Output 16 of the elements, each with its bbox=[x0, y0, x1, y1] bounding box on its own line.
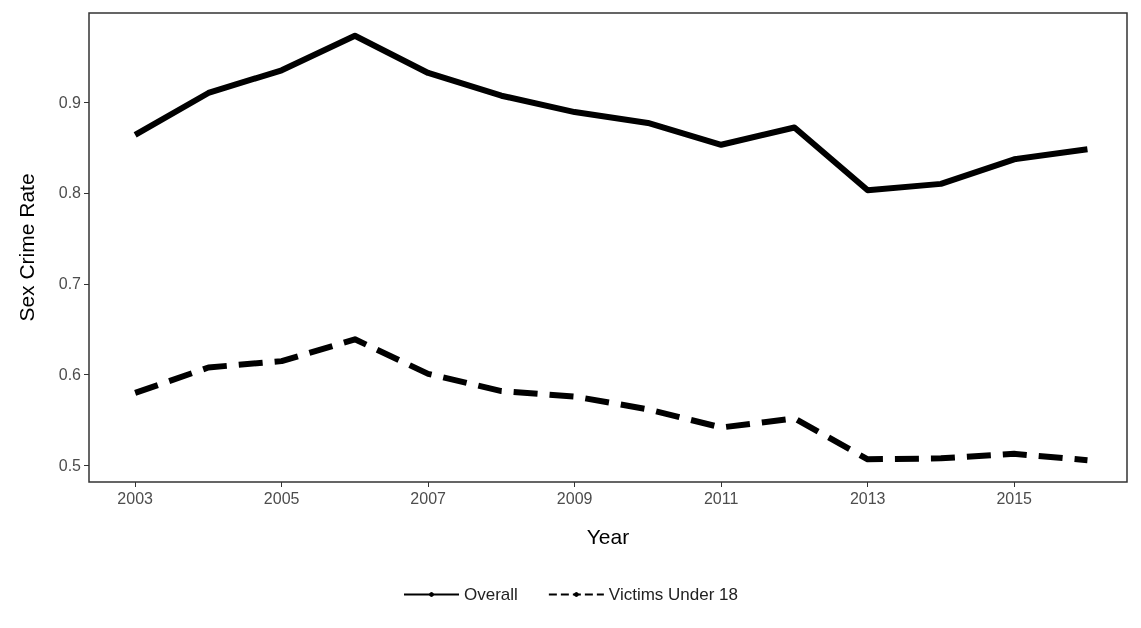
x-tick-label: 2005 bbox=[263, 489, 300, 507]
y-tick-label: 0.9 bbox=[58, 93, 82, 111]
y-tick-label: 0.8 bbox=[58, 184, 82, 202]
y-tick-label: 0.7 bbox=[58, 275, 82, 293]
x-tick-label: 2007 bbox=[410, 489, 447, 507]
legend-label: Overall bbox=[464, 585, 518, 604]
y-axis-title: Sex Crime Rate bbox=[15, 173, 38, 322]
y-tick-label: 0.5 bbox=[58, 457, 82, 475]
x-tick-label: 2015 bbox=[996, 489, 1033, 507]
x-tick-label: 2011 bbox=[703, 489, 739, 507]
x-tick-label: 2003 bbox=[117, 489, 154, 507]
y-tick-label: 0.6 bbox=[58, 366, 82, 384]
legend-label: Victims Under 18 bbox=[608, 585, 738, 604]
x-tick-label: 2009 bbox=[556, 489, 593, 507]
x-tick-label: 2013 bbox=[849, 489, 886, 507]
x-axis-title: Year bbox=[586, 525, 630, 548]
